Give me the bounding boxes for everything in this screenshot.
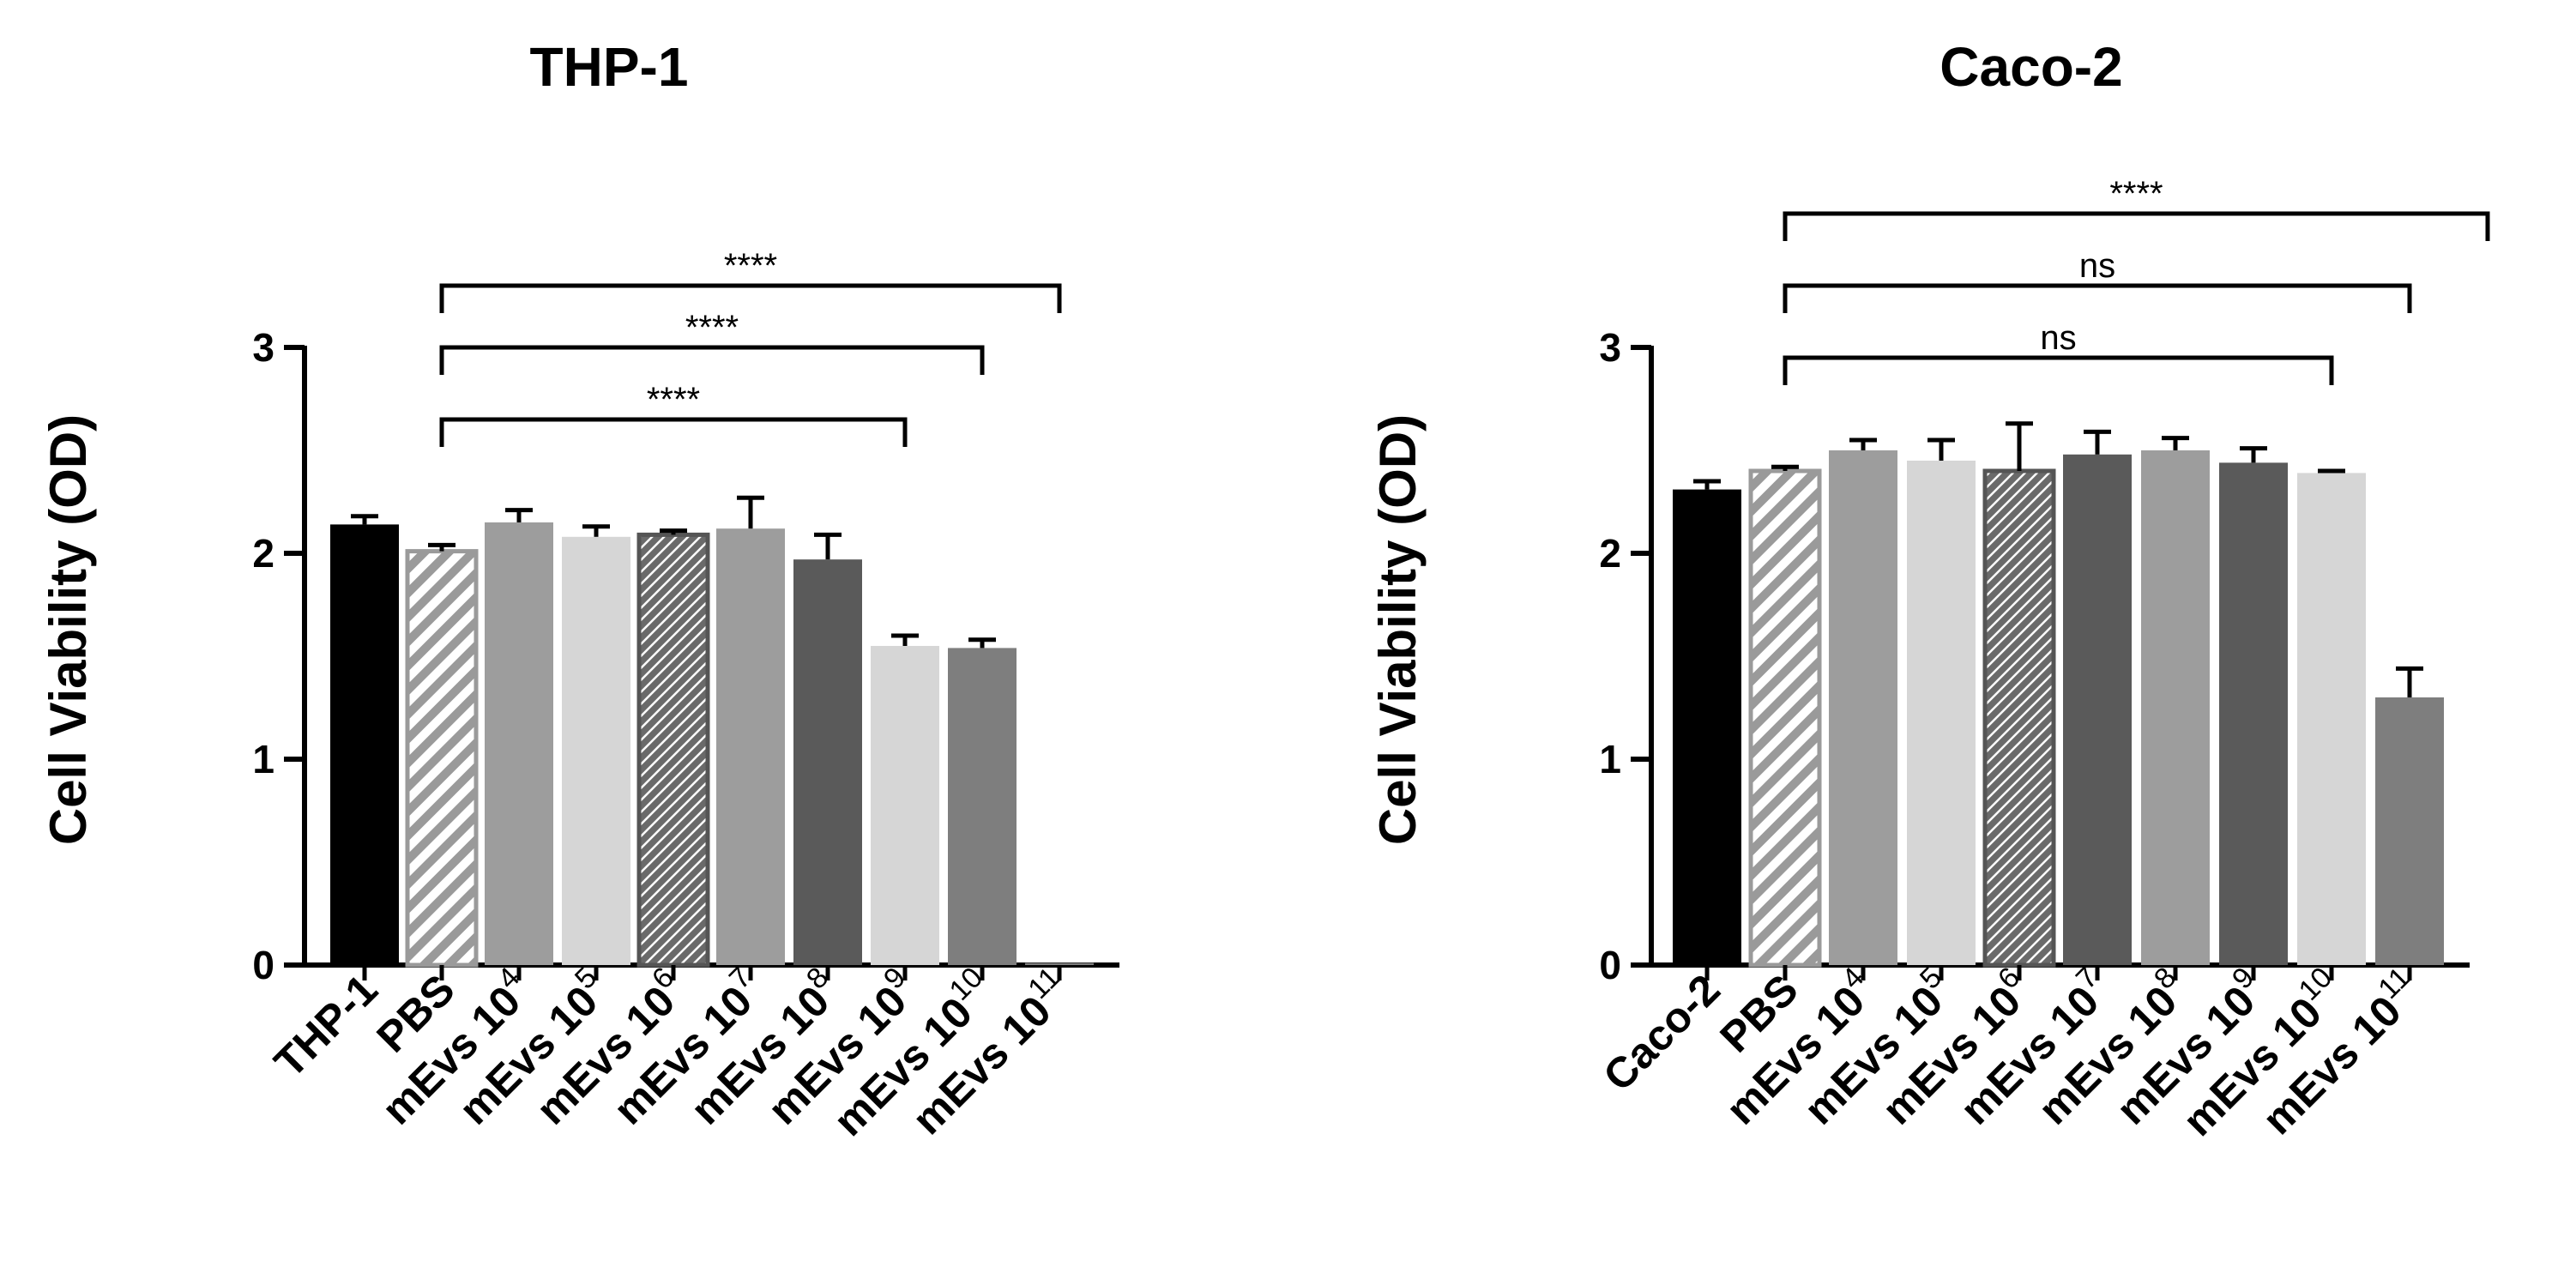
chart-title: Caco-2	[1940, 36, 2122, 98]
bar	[636, 532, 710, 968]
y-tick-label: 2	[252, 531, 274, 576]
bar	[330, 524, 399, 965]
thp1-chart-panel: THP-1 Cell Viability (OD) 0123THP-1PBSmE…	[39, 36, 1119, 1145]
significance-label: ns	[2079, 247, 2115, 285]
y-tick-label: 2	[1599, 531, 1621, 576]
y-tick-label: 3	[1599, 325, 1621, 370]
bar	[2297, 473, 2366, 965]
y-axis-label: Cell Viability (OD)	[39, 414, 97, 845]
significance-bracket	[1783, 355, 2334, 385]
bar	[1673, 489, 1741, 965]
bar	[1829, 450, 1897, 965]
y-tick-label: 3	[252, 325, 274, 370]
bar	[2219, 462, 2288, 965]
caco2-chart-panel: Caco-2 Cell Viability (OD) 0123Caco-2PBS…	[1369, 36, 2490, 1145]
bar	[716, 528, 785, 965]
bar	[2063, 454, 2132, 965]
significance-label: ****	[2109, 175, 2163, 213]
significance-label: ns	[2040, 319, 2076, 357]
bar	[871, 646, 939, 965]
bar	[2375, 697, 2444, 965]
chart-title: THP-1	[530, 36, 689, 98]
bar	[405, 549, 479, 968]
significance-label: ****	[685, 309, 739, 347]
bar	[948, 648, 1017, 965]
y-tick-label: 1	[1599, 737, 1621, 781]
significance-bracket	[1783, 211, 2490, 241]
bar	[1907, 461, 1976, 965]
bar	[485, 522, 553, 965]
bar	[1025, 962, 1094, 965]
y-axis-label: Cell Viability (OD)	[1369, 414, 1427, 845]
y-tick-label: 0	[1599, 943, 1621, 987]
significance-bracket	[439, 345, 985, 375]
significance-bracket	[1783, 283, 2412, 313]
y-tick-label: 0	[252, 943, 274, 987]
significance-bracket	[439, 417, 908, 447]
bar	[1748, 468, 1822, 968]
bar	[1982, 468, 2056, 968]
bar	[793, 559, 862, 965]
bar	[562, 536, 630, 965]
bar	[2141, 450, 2210, 965]
y-tick-label: 1	[252, 737, 274, 781]
significance-bracket	[439, 283, 1062, 313]
significance-label: ****	[724, 247, 777, 285]
significance-label: ****	[647, 381, 700, 419]
